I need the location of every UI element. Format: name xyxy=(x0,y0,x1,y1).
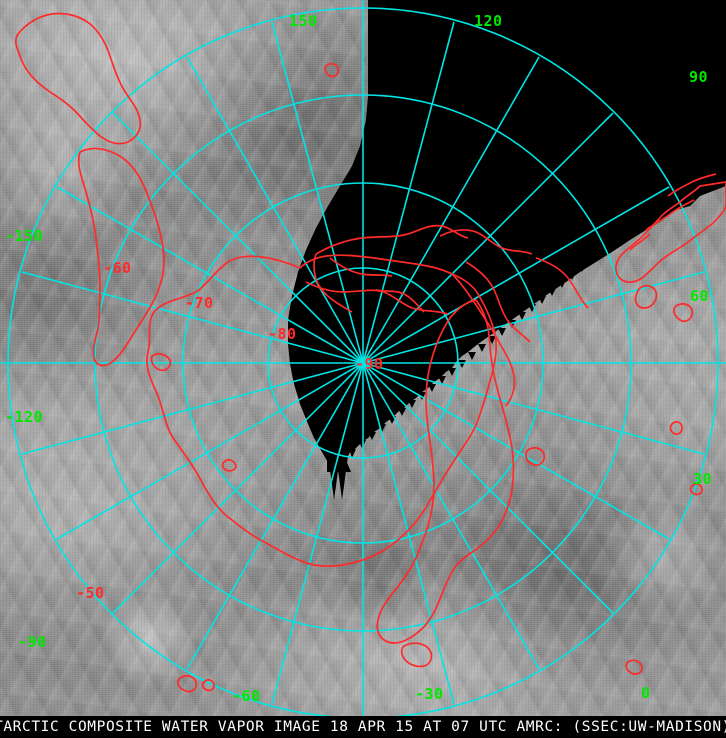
longitude-label: 150 xyxy=(289,12,318,30)
longitude-label: -60 xyxy=(232,687,261,705)
caption-text: TARCTIC COMPOSITE WATER VAPOR IMAGE 18 A… xyxy=(0,719,726,735)
longitude-label: 90 xyxy=(689,68,709,86)
longitude-label: -120 xyxy=(5,408,44,426)
latitude-label: -80 xyxy=(268,325,297,343)
longitude-label: 30 xyxy=(693,470,713,488)
latitude-label: -50 xyxy=(76,584,105,602)
longitude-label: -90 xyxy=(18,633,47,651)
longitude-label: 60 xyxy=(690,287,710,305)
longitude-label: 0 xyxy=(641,684,651,702)
latitude-label: -70 xyxy=(185,294,214,312)
caption-bar: TARCTIC COMPOSITE WATER VAPOR IMAGE 18 A… xyxy=(0,716,726,738)
latitude-label: -90 xyxy=(355,355,384,373)
longitude-label: -150 xyxy=(5,227,44,245)
longitude-label: 120 xyxy=(474,12,503,30)
longitude-label: -30 xyxy=(415,685,444,703)
latitude-label: -60 xyxy=(103,259,132,277)
